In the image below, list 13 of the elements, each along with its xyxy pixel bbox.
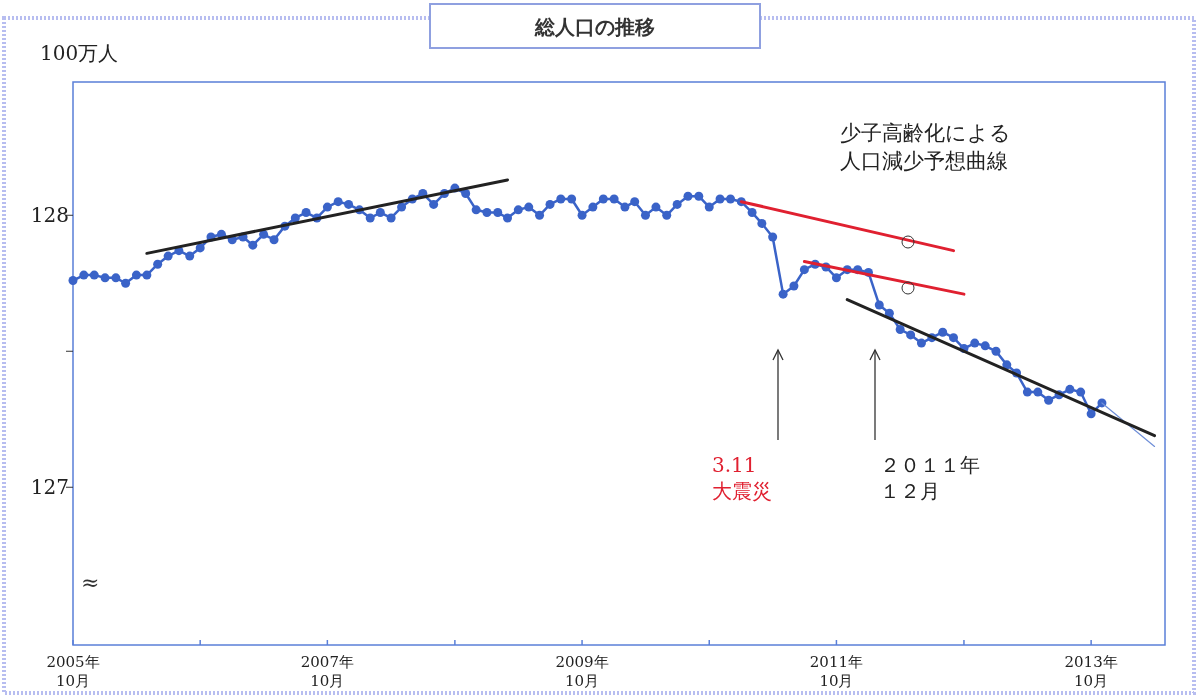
annotation: 3.11大震災 <box>712 453 772 503</box>
y-axis-title: 100万人 <box>40 41 119 65</box>
x-tick-label: 2013年 10月 <box>1064 653 1118 690</box>
annotation: ≈ <box>81 570 100 595</box>
x-tick-label: 2005年 10月 <box>46 653 100 690</box>
x-tick-label: 2009年 10月 <box>555 653 609 690</box>
y-tick-label: 128 <box>30 203 69 228</box>
y-tick-label: 127 <box>30 475 69 500</box>
annotation: 少子高齢化による人口減少予想曲線 <box>840 121 1011 173</box>
annotation: ２０１１年１２月 <box>880 453 980 503</box>
x-tick-label: 2011年 10月 <box>809 653 864 690</box>
chart-title: 総人口の推移 <box>534 15 655 39</box>
x-tick-label: 2007年 10月 <box>300 653 354 690</box>
